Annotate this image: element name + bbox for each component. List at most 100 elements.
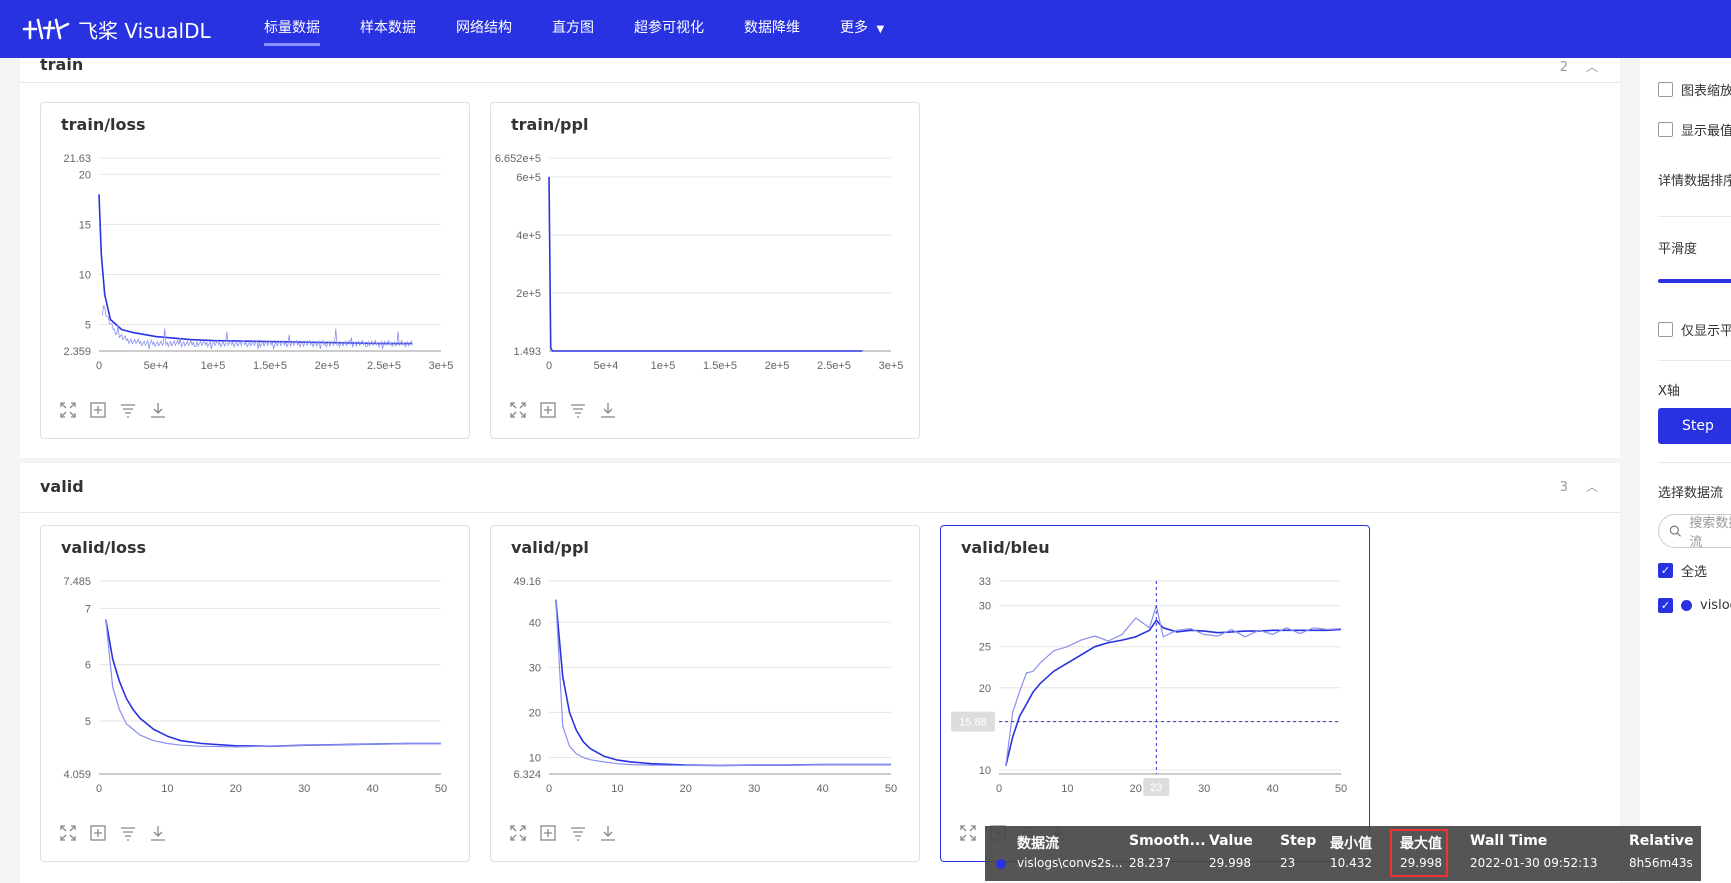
checkbox[interactable]: [1658, 82, 1673, 97]
logo[interactable]: 飞桨 VisualDL: [20, 12, 211, 46]
download-icon[interactable]: [149, 401, 167, 419]
tt-stream: vislogs\convs2s...: [1017, 856, 1123, 870]
crosshair-x-label: 23: [1150, 782, 1162, 794]
y-tick-label: 2e+5: [516, 288, 541, 300]
y-tick-label: 6e+5: [516, 172, 541, 184]
y-tick-label: 20: [979, 683, 991, 695]
checkbox[interactable]: [1658, 322, 1673, 337]
filter-icon[interactable]: [119, 401, 137, 419]
checkbox[interactable]: [1658, 122, 1673, 137]
nav-item-embedding[interactable]: 数据降维: [744, 20, 800, 36]
tt-header-max: 最大值: [1400, 836, 1442, 852]
download-icon[interactable]: [149, 824, 167, 842]
option-only-smoothed[interactable]: 仅显示平滑: [1658, 320, 1731, 339]
tt-header-value: Value: [1209, 833, 1253, 849]
x-tick-label: 40: [1266, 783, 1278, 795]
stream-color-dot: [1681, 600, 1692, 611]
x-tick-label: 10: [1061, 783, 1073, 795]
expand-icon[interactable]: [509, 401, 527, 419]
select-all-option[interactable]: ✓ 全选: [1658, 561, 1707, 580]
expand-icon[interactable]: [959, 824, 977, 842]
y-tick-label: 1.493: [513, 346, 541, 358]
group-header-train[interactable]: train 2 ︿: [20, 55, 1620, 83]
nav-item-hparams[interactable]: 超参可视化: [634, 20, 704, 36]
nav-item-graph[interactable]: 网络结构: [456, 20, 512, 36]
y-tick-label: 25: [979, 642, 991, 654]
stream-option[interactable]: ✓ vislogs: [1658, 598, 1731, 613]
y-tick-label: 15: [79, 219, 91, 231]
y-tick-label: 4.059: [63, 769, 91, 781]
option-show-extremes[interactable]: 显示最值: [1658, 120, 1731, 139]
detail-sort-label: 详情数据排序: [1658, 174, 1731, 189]
expand-icon[interactable]: [509, 824, 527, 842]
chart-toolbar: [509, 824, 617, 842]
chevron-up-icon[interactable]: ︿: [1585, 60, 1598, 74]
nav-item-histogram[interactable]: 直方图: [552, 20, 594, 36]
main-content: train 2 ︿ train/loss 2.359 5 10 15 20 21.63 0 5…: [20, 55, 1620, 883]
nav-item-sample[interactable]: 样本数据: [360, 20, 416, 36]
filter-icon[interactable]: [119, 824, 137, 842]
x-tick-label: 3e+5: [879, 360, 904, 372]
expand-icon[interactable]: [59, 824, 77, 842]
checkbox-checked[interactable]: ✓: [1658, 598, 1673, 613]
y-tick-label: 5: [85, 320, 91, 332]
filter-icon[interactable]: [569, 401, 587, 419]
tt-smooth: 28.237: [1129, 856, 1171, 870]
valid-loss-plot[interactable]: 4.059 5 6 7 7.485 0 10 20 30 40 50: [41, 571, 471, 821]
tt-step: 23: [1280, 856, 1296, 870]
x-tick-label: 20: [680, 783, 692, 795]
restore-icon[interactable]: [89, 824, 107, 842]
x-tick-label: 2.5e+5: [817, 360, 851, 372]
train-loss-plot[interactable]: 2.359 5 10 15 20 21.63 0 5e+4 1e+5 1.5e+5 2e+5 2.5e…: [41, 148, 471, 398]
train-ppl-plot[interactable]: 1.493 2e+5 4e+5 6e+5 6.652e+5 0 5e+4 1e+5 1.5e+5…: [491, 148, 921, 398]
checkbox-checked[interactable]: ✓: [1658, 563, 1673, 578]
stream-search-input[interactable]: 搜索数据流: [1658, 514, 1731, 550]
chevron-down-icon: ▼: [876, 24, 885, 35]
chevron-up-icon[interactable]: ︿: [1585, 480, 1598, 494]
x-tick-label: 2e+5: [765, 360, 790, 372]
divider: [1658, 360, 1731, 361]
x-tick-label: 2e+5: [315, 360, 340, 372]
option-chart-zoom[interactable]: 图表缩放: [1658, 80, 1731, 99]
download-icon[interactable]: [599, 401, 617, 419]
valid-ppl-plot[interactable]: 6.324 10 20 30 40 49.16 0 10 20 30 40 50: [491, 571, 921, 821]
x-tick-label: 2.5e+5: [367, 360, 401, 372]
x-tick-label: 0: [96, 783, 102, 795]
y-tick-label: 49.16: [513, 576, 541, 588]
chart-toolbar: [509, 401, 617, 419]
series-line: [1005, 605, 1342, 766]
smoothing-slider[interactable]: [1658, 279, 1731, 283]
y-tick-label: 6: [85, 660, 91, 672]
tt-header-walltime: Wall Time: [1470, 833, 1548, 849]
series-line: [98, 194, 413, 345]
restore-icon[interactable]: [89, 401, 107, 419]
tt-walltime: 2022-01-30 09:52:13: [1470, 856, 1598, 870]
max-highlight-box: [1390, 829, 1448, 877]
chart-toolbar: [59, 401, 167, 419]
expand-icon[interactable]: [59, 401, 77, 419]
restore-icon[interactable]: [539, 824, 557, 842]
top-navbar: 飞桨 VisualDL 标量数据 样本数据 网络结构 直方图 超参可视化 数据降…: [0, 0, 1731, 58]
restore-icon[interactable]: [539, 401, 557, 419]
xaxis-step-button[interactable]: Step: [1658, 408, 1731, 444]
download-icon[interactable]: [599, 824, 617, 842]
tt-header-smooth: Smooth...: [1129, 833, 1206, 849]
nav-item-scalar[interactable]: 标量数据: [264, 0, 320, 58]
x-tick-label: 5e+4: [144, 360, 169, 372]
group-header-valid[interactable]: valid 3 ︿: [20, 463, 1620, 513]
x-tick-label: 50: [885, 783, 897, 795]
divider: [1658, 462, 1731, 463]
y-tick-label: 4e+5: [516, 230, 541, 242]
series-line: [555, 599, 891, 767]
nav-item-more[interactable]: 更多 ▼: [840, 0, 884, 58]
x-tick-label: 0: [546, 360, 552, 372]
x-tick-label: 1.5e+5: [253, 360, 287, 372]
chart-title: train/ppl: [511, 115, 589, 134]
y-tick-label: 10: [529, 752, 541, 764]
x-tick-label: 50: [1335, 783, 1347, 795]
filter-icon[interactable]: [569, 824, 587, 842]
option-label: 全选: [1681, 565, 1708, 580]
search-placeholder: 搜索数据流: [1689, 516, 1731, 550]
chart-card-valid-ppl: valid/ppl 6.324 10 20 30 40 49.16 0 10 20 30 40 50: [490, 525, 920, 862]
